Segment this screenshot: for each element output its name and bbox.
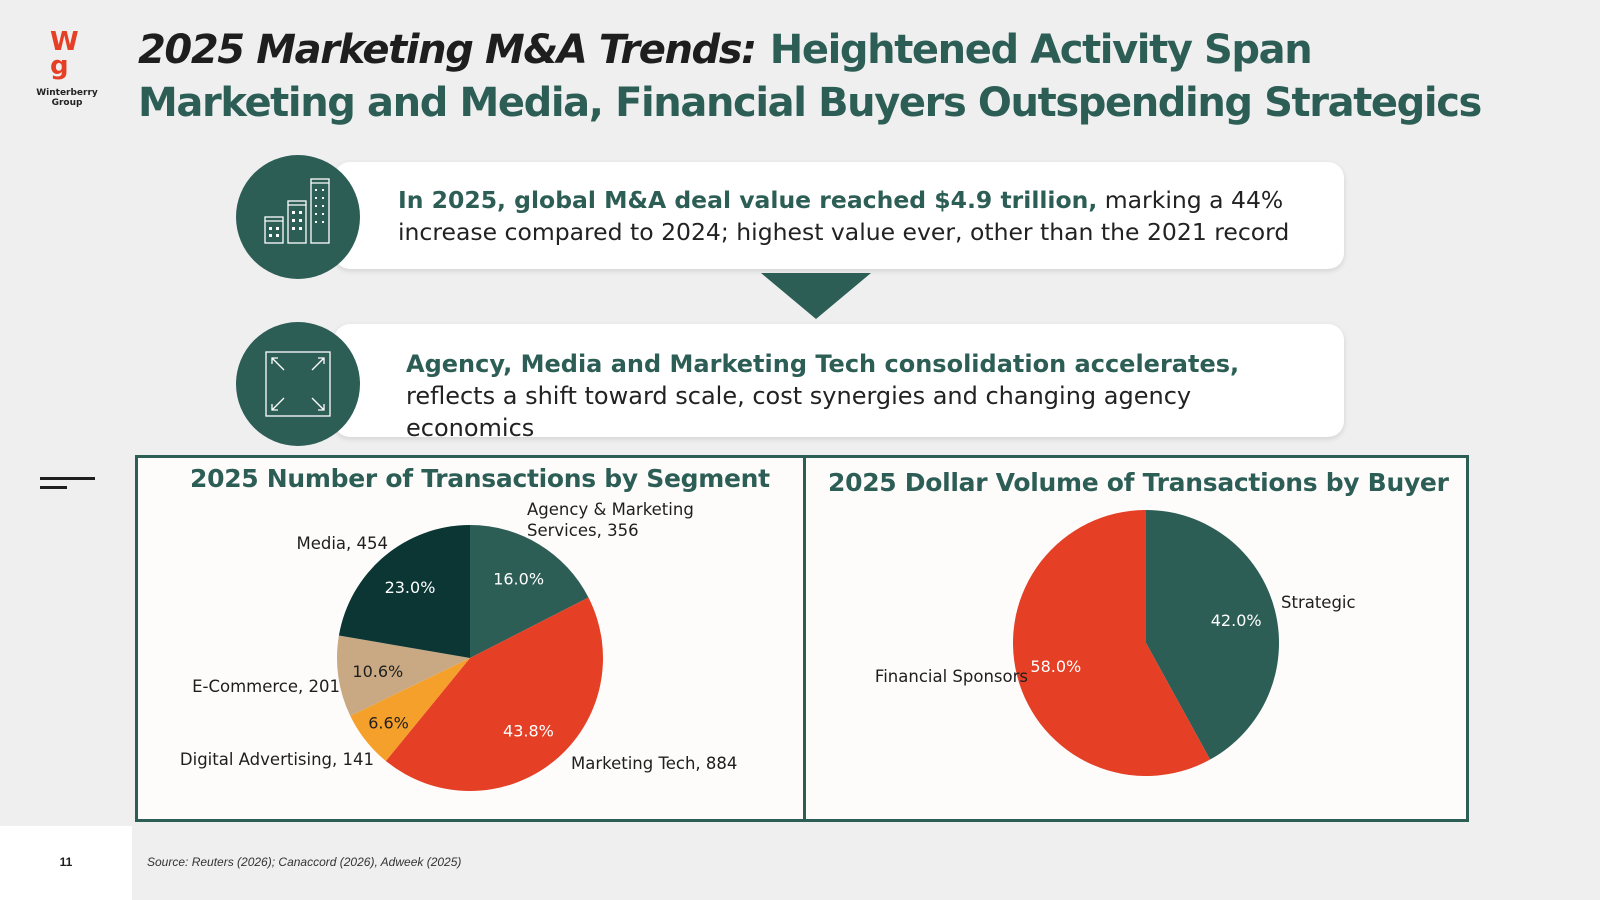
pie-category-label-marketing-tech: Marketing Tech, 884	[571, 754, 737, 773]
pie-percent-label-marketing-tech: 43.8%	[503, 721, 554, 740]
panel-divider	[803, 458, 806, 819]
pie-slice-strategic	[1146, 510, 1279, 760]
pie-slice-media	[338, 525, 470, 658]
title-rest: Heightened Activity Span Marketing and M…	[138, 27, 1482, 126]
pie-percent-label-financial-sponsors: 58.0%	[1030, 657, 1081, 676]
pie-percent-label-media: 23.0%	[385, 578, 436, 597]
callout-body: marking a 44% increase compared to 2024;…	[398, 186, 1290, 246]
pie-category-label-financial-sponsors: Financial Sponsors	[875, 667, 1028, 686]
callout-body: reflects a shift toward scale, cost syne…	[406, 382, 1192, 442]
pie-percent-label-digital-advertising: 6.6%	[368, 713, 409, 732]
expand-arrows-icon	[236, 322, 360, 446]
footer-page-box	[0, 826, 132, 900]
callout-highlight: Agency, Media and Marketing Tech consoli…	[406, 350, 1240, 378]
chart-title-buyer: 2025 Dollar Volume of Transactions by Bu…	[828, 468, 1449, 497]
pie-slice-financial-sponsors	[1013, 510, 1211, 776]
pie-category-label-media: Media, 454	[296, 534, 388, 553]
pie-slice-agency-marketing-services	[470, 525, 589, 658]
section-marker-lines	[40, 477, 95, 495]
title-lead: 2025 Marketing M&A Trends:	[138, 27, 757, 73]
pie-slice-e-commerce	[337, 635, 470, 716]
pie-percent-label-e-commerce: 10.6%	[352, 662, 403, 681]
source-note: Source: Reuters (2026); Canaccord (2026)…	[147, 855, 462, 869]
callout-deal-value: In 2025, global M&A deal value reached $…	[334, 162, 1344, 269]
pie-category-label-e-commerce: E-Commerce, 201	[192, 677, 340, 696]
pie-category-label-strategic: Strategic	[1281, 593, 1356, 612]
pie-category-label-agency-marketing-services: Agency & Marketing Services, 356	[527, 500, 694, 540]
pie-percent-label-agency-marketing-services: 16.0%	[493, 570, 544, 589]
pie-slice-marketing-tech	[385, 597, 603, 791]
pie-percent-label-strategic: 42.0%	[1211, 611, 1262, 630]
pie-slice-digital-advertising	[350, 658, 470, 761]
callout-text: Agency, Media and Marketing Tech consoli…	[406, 348, 1326, 444]
chart-title-segment: 2025 Number of Transactions by Segment	[190, 464, 770, 493]
callout-consolidation: Agency, Media and Marketing Tech consoli…	[334, 324, 1344, 442]
pie-charts: 16.0% Agency & Marketing Services, 356 43.8…	[180, 500, 1356, 791]
pie-category-label-digital-advertising: Digital Advertising, 141	[180, 750, 374, 769]
charts-panel: 2025 Number of Transactions by Segment 2…	[135, 455, 1469, 822]
buildings-icon	[236, 155, 360, 279]
down-arrow-icon	[761, 273, 871, 319]
callout-highlight: In 2025, global M&A deal value reached $…	[398, 186, 1098, 214]
page-title: 2025 Marketing M&A Trends: Heightened Act…	[138, 24, 1538, 130]
page-number: 11	[59, 855, 73, 869]
callout-text: In 2025, global M&A deal value reached $…	[398, 184, 1326, 248]
logo-name: Winterberry Group	[36, 88, 98, 108]
